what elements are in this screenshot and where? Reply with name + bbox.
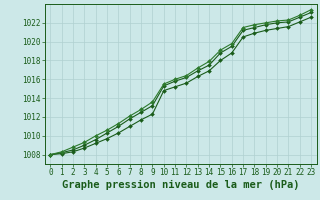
X-axis label: Graphe pression niveau de la mer (hPa): Graphe pression niveau de la mer (hPa) <box>62 180 300 190</box>
